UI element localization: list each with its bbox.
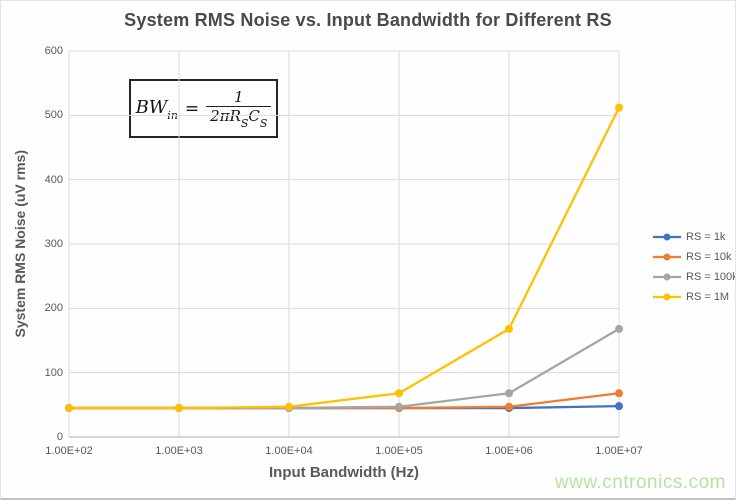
x-tick-label: 1.00E+07 [595,445,643,457]
data-point-marker [505,324,513,333]
legend-label: RS = 1M [686,291,730,303]
data-point-marker [395,402,403,411]
data-point-marker [615,389,623,398]
legend-item: RS = 100k [652,270,736,284]
legend-item: RS = 1M [652,290,735,304]
x-tick-label: 1.00E+02 [45,445,93,457]
formula-equals-sign: = [184,98,200,119]
legend-label: RS = 100k [686,271,736,283]
y-tick-label: 400 [44,173,63,186]
y-tick-label: 600 [44,45,63,57]
formula-box: BWin = 1 2πRSCS [129,79,278,138]
legend-item: RS = 10k [652,250,735,264]
formula-den-resistance-subscript: S [240,116,249,130]
data-point-marker [615,324,623,333]
data-point-marker [505,402,513,411]
data-point-marker [175,404,183,413]
legend-label: RS = 1k [686,231,726,243]
legend-marker-icon [653,273,681,281]
legend-marker-icon [653,253,681,261]
legend-label: RS = 10k [686,251,732,263]
y-tick-label: 500 [44,109,63,122]
formula-lhs-main: BW [135,96,168,118]
data-point-marker [615,402,623,411]
legend-item: RS = 1k [652,230,735,244]
chart-title: System RMS Noise vs. Input Bandwidth for… [124,10,612,30]
data-point-marker [615,103,623,112]
series-line-rs100k [69,327,620,410]
y-tick-label: 200 [44,302,63,315]
x-axis-title: Input Bandwidth (Hz) [269,464,419,481]
x-tick-label: 1.00E+05 [375,445,423,457]
y-tick-label: 0 [56,431,63,443]
watermark: www.cntronics.com [554,472,726,493]
data-point-marker [505,389,513,398]
series-line-rs1m [69,107,621,410]
x-tick-label: 1.00E+04 [265,445,313,457]
legend-marker-icon [653,293,681,301]
legend: RS = 1k RS = 10k RS = 100k RS = 1M [652,230,736,304]
formula-fraction-numerator: 1 [234,87,244,106]
y-tick-label: 300 [44,238,63,250]
y-tick-label: 100 [44,366,63,379]
data-point-marker [65,404,73,413]
formula-den-capacitance-subscript: S [259,116,268,130]
data-point-marker [395,389,403,398]
data-point-marker [285,402,293,411]
x-tick-label: 1.00E+03 [155,445,203,457]
x-tick-label: 1.00E+06 [485,445,533,457]
legend-marker-icon [653,233,681,241]
